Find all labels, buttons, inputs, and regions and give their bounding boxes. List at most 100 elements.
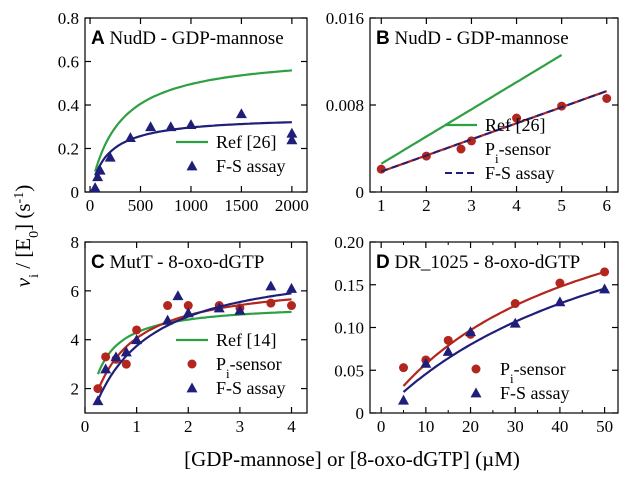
y-tick-label: 2 xyxy=(71,380,80,399)
x-tick-label: 20 xyxy=(462,417,479,436)
data-point xyxy=(89,182,101,193)
legend-label: Ref [14] xyxy=(216,330,276,350)
panel-title-text: NudD - GDP-mannose xyxy=(109,28,283,49)
x-tick-label: 40 xyxy=(551,417,568,436)
legend-label: Pi-sensor xyxy=(500,359,566,386)
fit-curve xyxy=(96,310,292,375)
x-tick-label: 30 xyxy=(507,417,524,436)
x-tick-label: 0 xyxy=(81,417,90,436)
series-ref-26- xyxy=(380,54,563,165)
data-point xyxy=(265,280,277,291)
data-point xyxy=(213,302,225,313)
x-tick-label: 0 xyxy=(377,417,386,436)
data-point xyxy=(376,164,386,174)
panel-title: D DR_1025 - 8-oxo-dGTP xyxy=(376,252,580,273)
data-point xyxy=(162,314,174,325)
data-point xyxy=(234,304,246,315)
data-point xyxy=(399,363,409,373)
y-axis-label-rest: / [E xyxy=(11,238,35,274)
y-axis-label-end: ) xyxy=(11,185,35,192)
x-axis-label: [GDP-mannose] or [8-oxo-dGTP] (µM) xyxy=(184,447,520,471)
y-axis-label-main: v xyxy=(11,277,35,287)
data-point xyxy=(124,132,136,143)
x-tick-label: 1 xyxy=(377,196,386,215)
legend-label-rest: -sensor xyxy=(230,354,282,374)
x-tick-label: 10 xyxy=(417,417,434,436)
panel-d: 0 10 20 30 40 50 0 0.05 0.10 0.15 0.20 D DR_1025 - … xyxy=(334,233,619,436)
data-point xyxy=(286,127,298,138)
fit-curve xyxy=(96,292,292,401)
legend-label-text: F-S assay xyxy=(500,383,570,403)
data-point xyxy=(510,299,520,309)
x-tick-label: 3 xyxy=(236,417,245,436)
series-f-s-assay xyxy=(89,108,298,193)
fit-curve xyxy=(402,287,605,393)
data-point xyxy=(266,298,276,308)
legend-marker xyxy=(186,382,198,393)
legend-label: F-S assay xyxy=(216,378,286,398)
data-point xyxy=(465,326,477,337)
legend-label: F-S assay xyxy=(500,383,570,403)
panel-a: 0 500 1000 1500 2000 0 0.2 0.4 0.6 0.8 A NudD - GD… xyxy=(58,9,309,215)
y-tick-label: 4 xyxy=(71,331,80,350)
data-point xyxy=(466,136,476,146)
data-point xyxy=(286,134,298,145)
data-point xyxy=(92,171,104,182)
data-point xyxy=(131,334,143,345)
y-tick-label: 8 xyxy=(71,233,80,252)
legend-marker xyxy=(470,387,482,398)
legend-marker xyxy=(471,364,481,374)
x-tick-label: 2000 xyxy=(275,196,309,215)
y-tick-label: 0.008 xyxy=(326,96,364,115)
y-tick-label: 6 xyxy=(71,282,80,301)
legend-label-main: P xyxy=(500,359,510,379)
legend-label: Pi-sensor xyxy=(216,354,282,381)
legend-label: Ref [26] xyxy=(485,115,545,135)
panel-title: B NudD - GDP-mannose xyxy=(376,28,569,49)
x-tick-label: 1500 xyxy=(224,196,258,215)
y-tick-label: 0 xyxy=(71,183,80,202)
data-point xyxy=(443,335,453,345)
data-point xyxy=(165,121,177,132)
x-tick-label: 6 xyxy=(602,196,611,215)
panel-title: A NudD - GDP-mannose xyxy=(91,28,284,49)
plot-frame xyxy=(84,241,308,414)
y-tick-label: 0.016 xyxy=(326,9,364,28)
data-point xyxy=(554,296,566,307)
legend-label-text: F-S assay xyxy=(485,163,555,183)
y-tick-label: 0.8 xyxy=(58,9,79,28)
legend-label-text: F-S assay xyxy=(216,156,286,176)
legend-label-sub: i xyxy=(510,371,514,386)
legend-marker xyxy=(187,359,197,369)
fit-curve xyxy=(94,69,292,172)
fit-curve xyxy=(380,90,608,173)
data-point xyxy=(110,351,122,362)
data-point xyxy=(442,345,454,356)
series-f-s-assay xyxy=(398,283,611,405)
legend-label-text: Ref [14] xyxy=(216,330,276,350)
y-axis-label-sup: -1 xyxy=(12,192,27,204)
data-point xyxy=(420,357,432,368)
data-point xyxy=(235,108,247,119)
x-tick-label: 50 xyxy=(596,417,613,436)
data-point xyxy=(183,301,193,311)
y-tick-label: 0 xyxy=(356,183,365,202)
y-axis-label-rest2: ] (s xyxy=(11,203,35,230)
data-point xyxy=(101,352,111,362)
data-point xyxy=(182,307,194,318)
legend-label-rest: -sensor xyxy=(514,359,566,379)
y-tick-label: 0.05 xyxy=(334,361,364,380)
legend-label-sub: i xyxy=(495,151,499,166)
legend-label-main: P xyxy=(216,354,226,374)
data-point xyxy=(145,121,157,132)
data-point xyxy=(512,113,522,123)
legend: Ref [26] F-S assay xyxy=(176,132,286,176)
data-point xyxy=(509,317,521,328)
data-point xyxy=(185,119,197,129)
data-point xyxy=(599,283,611,294)
